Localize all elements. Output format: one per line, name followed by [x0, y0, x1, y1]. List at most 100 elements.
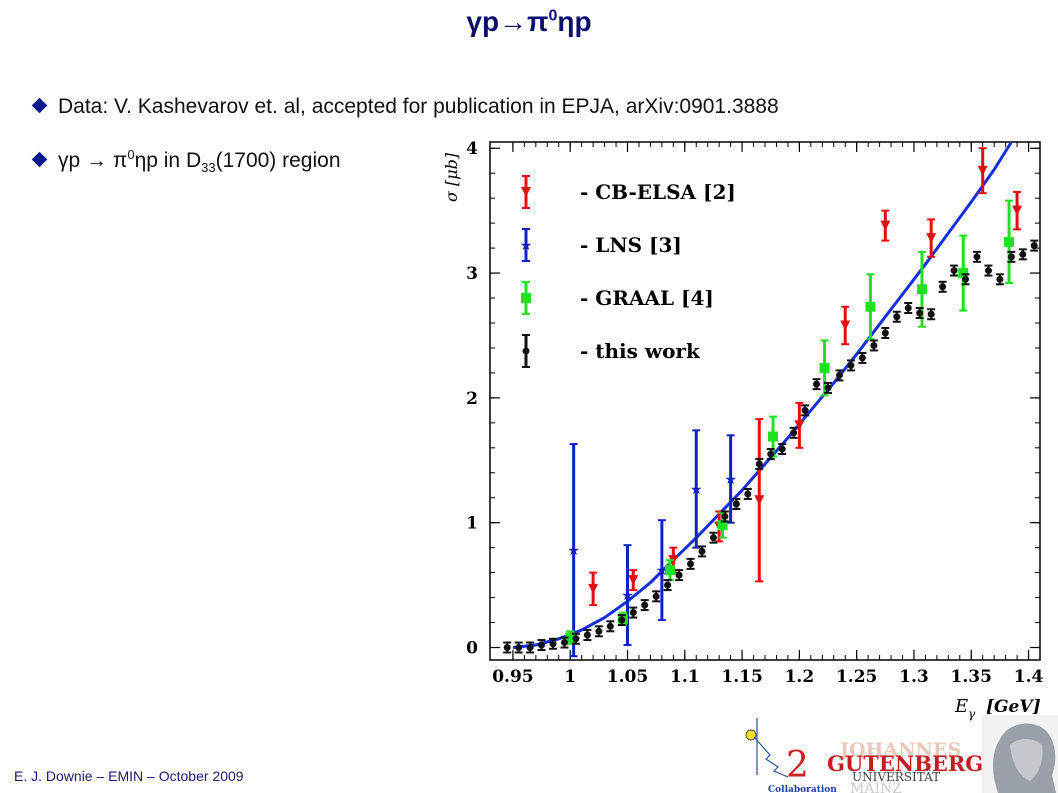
point-marker-circle	[858, 354, 866, 362]
chart-legend: - CB-ELSA [2] ★ - LNS [3] - GRAAL [4] - this…	[520, 175, 736, 368]
point-marker-circle	[801, 406, 809, 414]
bullet-data-source: Data: V. Kashevarov et. al, accepted for…	[31, 95, 779, 119]
point-marker-circle	[572, 635, 580, 643]
point-marker-circle	[916, 309, 924, 317]
uni-line4: MAINZ	[850, 781, 902, 793]
point-marker-triangle	[1012, 205, 1023, 216]
title-sup: 0	[548, 7, 558, 25]
data-points-group: ★ ★ ★ ★ ★	[503, 147, 1039, 658]
point-marker-circle	[629, 609, 637, 617]
point-marker-square	[916, 284, 927, 295]
point-marker-circle	[1007, 253, 1015, 261]
a2-collaboration-logo: 2 Collaboration	[745, 718, 837, 793]
bullet-region: γp → π0ηp in D33(1700) region	[31, 147, 341, 176]
y-axis-label: σ [μb]	[442, 152, 461, 202]
bullet-text: Data: V. Kashevarov et. al, accepted for…	[58, 95, 779, 118]
point-marker-circle	[984, 267, 992, 275]
point-marker-square	[819, 362, 830, 373]
slide-title: γp→π0ηp	[0, 6, 1058, 38]
diamond-bullet-icon	[31, 97, 48, 114]
point-marker-circle	[549, 640, 557, 648]
cross-section-chart: 0.95 1 1.05 1.1 1.15 1.2 1.25 1.3 1.35 1.4 0 1 2 3 4 ★…	[442, 139, 1043, 721]
point-marker-triangle	[588, 583, 599, 594]
point-marker-circle	[652, 592, 660, 600]
point-marker-circle	[503, 644, 511, 652]
point-marker-square	[958, 268, 969, 279]
point-marker-triangle	[794, 420, 805, 431]
uni-line2: GUTENBERG	[827, 751, 983, 776]
x-tick-label: 1.25	[836, 667, 877, 687]
point-marker-circle	[618, 616, 626, 624]
point-marker-triangle	[754, 495, 765, 506]
a2-lines-icon	[753, 718, 789, 778]
point-marker-circle	[847, 361, 855, 369]
point-marker-circle	[996, 275, 1004, 283]
point-marker-circle	[698, 547, 706, 555]
point-marker-triangle	[880, 220, 891, 231]
jgu-logo: JOHANNES GUTENBERG UNIVERSITÄT MAINZ	[827, 739, 983, 793]
point-marker-triangle	[977, 165, 988, 176]
point-marker-circle	[870, 341, 878, 349]
series-0	[588, 147, 1023, 607]
point-marker-star: ★	[520, 238, 533, 254]
point-marker-triangle	[521, 187, 531, 197]
uni-line1: JOHANNES	[838, 739, 961, 761]
point-marker-triangle	[840, 320, 851, 331]
point-marker-star: ★	[724, 472, 737, 488]
point-marker-circle	[1019, 250, 1027, 258]
chart-axes: 0.95 1 1.05 1.1 1.15 1.2 1.25 1.3 1.35 1.4 0 1 2 3 4	[466, 139, 1043, 687]
a2-caption: Collaboration	[768, 785, 837, 793]
point-marker-circle	[583, 631, 591, 639]
x-tick-label: 1.15	[721, 667, 762, 687]
logos-area: 2 Collaboration JOHANNES GUTENBERG UNIVE…	[745, 715, 1058, 793]
point-marker-square	[865, 301, 876, 312]
point-marker-circle	[675, 571, 683, 579]
point-marker-circle	[962, 275, 970, 283]
point-marker-circle	[778, 445, 786, 453]
model-curve-group	[512, 141, 1013, 649]
series-3	[503, 239, 1039, 654]
point-marker-triangle	[926, 233, 937, 244]
sun-icon	[745, 729, 757, 741]
point-marker-circle	[790, 429, 798, 437]
x-tick-label: 1.4	[1014, 667, 1044, 687]
x-tick-label: 1.3	[899, 667, 929, 687]
x-tick-label: 1	[564, 667, 576, 687]
legend-label: - this work	[580, 339, 701, 363]
legend-label: - GRAAL [4]	[580, 286, 714, 310]
point-marker-circle	[606, 622, 614, 630]
point-marker-square	[1004, 236, 1015, 247]
legend-label: - CB-ELSA [2]	[580, 180, 736, 204]
point-marker-circle	[560, 639, 568, 647]
point-marker-circle	[835, 371, 843, 379]
title-end: ηp	[557, 6, 592, 37]
footer-text: E. J. Downie – EMIN – October 2009	[14, 768, 244, 784]
gutenberg-portrait-icon	[982, 715, 1058, 793]
bullet-text-a: γp → π	[58, 149, 128, 172]
bullet-sub: 33	[201, 160, 216, 176]
point-marker-circle	[595, 627, 603, 635]
point-marker-circle	[881, 329, 889, 337]
y-tick-label: 1	[466, 514, 478, 534]
point-marker-circle	[973, 253, 981, 261]
x-axis-unit: [GeV]	[986, 697, 1041, 717]
point-marker-square	[664, 565, 675, 576]
point-marker-circle	[641, 601, 649, 609]
point-marker-circle	[687, 560, 695, 568]
point-marker-circle	[927, 310, 935, 318]
point-marker-circle	[538, 641, 546, 649]
axis-labels: σ [μb] E γ [GeV]	[442, 152, 1041, 721]
point-marker-circle	[904, 304, 912, 312]
point-marker-square	[565, 632, 576, 643]
y-tick-label: 0	[466, 639, 478, 659]
series-1: ★★★★★	[567, 429, 737, 658]
x-tick-label: 1.35	[951, 667, 992, 687]
point-marker-circle	[515, 644, 523, 652]
x-tick-label: 0.95	[492, 667, 533, 687]
a2-digit: 2	[786, 745, 809, 786]
bullet-text-b: ηp in D	[134, 149, 202, 172]
legend-label: - LNS [3]	[580, 233, 682, 257]
x-tick-label: 1.1	[670, 667, 700, 687]
model-curve	[512, 141, 1013, 649]
title-main: γp→π	[466, 6, 549, 37]
